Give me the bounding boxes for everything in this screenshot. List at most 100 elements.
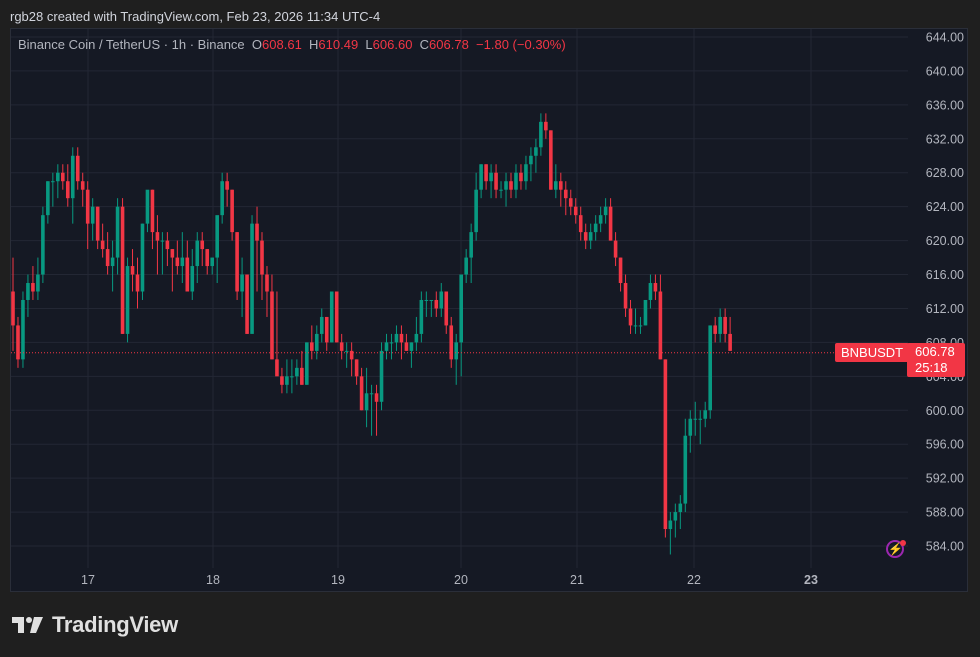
candle-body: [215, 215, 219, 258]
candle-body: [305, 342, 309, 385]
open-value: 608.61: [262, 37, 302, 52]
candle-body: [170, 249, 175, 258]
candle-body: [713, 325, 717, 334]
candle-body: [329, 291, 334, 343]
candle-body: [544, 121, 548, 131]
tv-logo-icon: [12, 617, 43, 633]
candle-body: [280, 376, 284, 385]
candle-body: [663, 359, 668, 530]
high-value: 610.49: [318, 37, 359, 52]
candle-body: [220, 181, 224, 216]
candle-body: [434, 299, 439, 309]
candle-body: [414, 333, 419, 343]
chart-pane[interactable]: [10, 28, 968, 592]
price-tick: 616.00: [926, 268, 964, 282]
price-tick: 632.00: [926, 132, 964, 146]
candle-body: [718, 316, 722, 334]
candle-body: [26, 283, 30, 300]
symbol-title: Binance Coin / TetherUS · 1h · Binance: [18, 37, 245, 52]
candle-body: [449, 325, 454, 360]
candle-body: [21, 299, 25, 360]
candle-body: [300, 367, 304, 385]
candle-body: [459, 274, 463, 343]
candle-body: [250, 223, 254, 334]
candle-body: [618, 257, 623, 284]
candle-body: [135, 274, 140, 292]
candle-body: [85, 189, 90, 224]
candle-body: [285, 376, 289, 385]
candle-body: [310, 342, 314, 351]
candle-body: [628, 308, 633, 326]
candle-body: [334, 291, 339, 343]
candle-body: [145, 189, 150, 224]
alert-lightning-icon[interactable]: ⚡: [886, 540, 904, 558]
price-tick: 620.00: [926, 234, 964, 248]
candle-body: [499, 189, 503, 191]
candle-body: [165, 240, 170, 250]
price-tick: 628.00: [926, 166, 964, 180]
candle-body: [140, 223, 145, 292]
symbol-price-label: BNBUSDT: [835, 343, 910, 362]
candle-body: [115, 206, 120, 258]
price-tick: 644.00: [926, 31, 964, 45]
candle-body: [424, 299, 429, 301]
candle-body: [454, 342, 459, 360]
price-axis: 644.00 640.00 636.00 632.00 628.00 624.00 620.…: [926, 31, 964, 554]
close-label: C: [419, 37, 430, 52]
candle-body: [384, 342, 389, 351]
candle-body: [65, 181, 70, 199]
candle-body: [295, 367, 299, 377]
candle-body: [11, 291, 15, 326]
candle-body: [489, 172, 493, 182]
tradingview-logo[interactable]: TradingView: [12, 612, 178, 638]
candle-body: [51, 181, 55, 183]
candle-body: [200, 240, 205, 250]
candle-body: [260, 240, 264, 275]
candle-body: [225, 181, 229, 190]
candle-body: [36, 274, 40, 292]
candle-body: [364, 393, 369, 411]
candle-body: [573, 206, 578, 216]
candle-body: [185, 257, 190, 292]
candle-body: [653, 283, 658, 292]
price-tick: 596.00: [926, 438, 964, 452]
candle-body: [648, 283, 653, 300]
candle-body: [349, 350, 354, 360]
price-tick: 600.00: [926, 404, 964, 418]
price-tick: 624.00: [926, 200, 964, 214]
candle-body: [240, 274, 244, 292]
candle-body: [255, 223, 259, 241]
candle-body: [190, 266, 195, 292]
candle-body: [379, 350, 384, 402]
price-tick: 612.00: [926, 302, 964, 316]
change-value: −1.80 (−0.30%): [476, 37, 566, 52]
low-value: 606.60: [372, 37, 413, 52]
candle-body: [598, 215, 603, 224]
candle-body: [559, 181, 563, 190]
candle-body: [509, 181, 513, 190]
candle-body: [120, 206, 125, 334]
candle-body: [698, 418, 703, 420]
candle-body: [70, 155, 75, 199]
candle-body: [100, 240, 105, 250]
price-tick: 592.00: [926, 472, 964, 486]
candle-body: [549, 130, 553, 190]
candle-body: [319, 316, 324, 334]
candle-body: [61, 172, 65, 182]
time-tick: 18: [206, 573, 220, 587]
candle-body: [464, 257, 468, 275]
candle-body: [90, 206, 95, 224]
candle-body: [484, 164, 488, 182]
price-tick: 588.00: [926, 506, 964, 520]
candle-body: [314, 333, 319, 351]
symbol-legend: Binance Coin / TetherUS · 1h · Binance O…: [18, 37, 566, 52]
candle-body: [41, 215, 45, 275]
time-axis: 17 18 19 20 21 22 23: [81, 573, 818, 587]
candle-body: [658, 291, 663, 360]
candle-body: [56, 172, 60, 182]
candle-body: [419, 299, 424, 334]
candle-body: [429, 299, 434, 301]
candle-body: [608, 206, 613, 241]
candle-body: [290, 376, 294, 378]
